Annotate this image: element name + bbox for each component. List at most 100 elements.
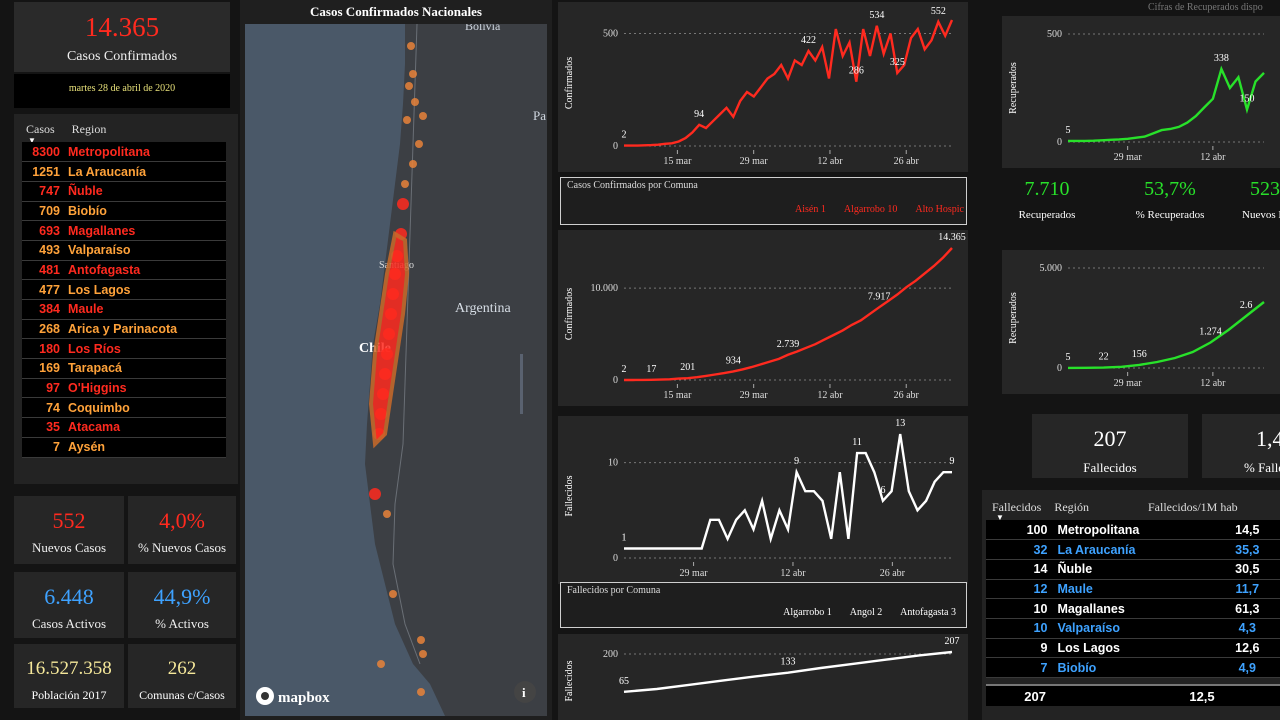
kpi-label: % Nuevos Casos: [137, 540, 227, 555]
kpi-label: Nuevos Rec: [1242, 209, 1280, 221]
recuperados-header: Cifras de Recuperados dispo: [1148, 2, 1263, 13]
region-cell: Ñuble: [1053, 559, 1205, 580]
data-label: 534: [869, 10, 884, 21]
sort-arrow-icon[interactable]: ▼: [28, 136, 36, 145]
table-row[interactable]: 747 Ñuble: [22, 181, 226, 202]
series-line: [623, 650, 953, 693]
table-row[interactable]: 9 Los Lagos 12,6: [986, 638, 1280, 659]
y-axis-label: Confirmados: [564, 57, 575, 109]
table-row[interactable]: 7 Biobío 4,9: [986, 657, 1280, 678]
col-region-header[interactable]: Region: [71, 122, 107, 136]
data-label: 2: [622, 364, 627, 375]
casos-cell: 169: [22, 358, 64, 379]
data-label: 422: [801, 35, 816, 46]
data-label: 325: [890, 57, 905, 68]
table-row[interactable]: 35 Atacama: [22, 417, 226, 438]
comuna-item[interactable]: Aisén 1: [795, 204, 826, 215]
comuna-item[interactable]: Algarrobo 1: [783, 607, 832, 618]
confirmed-value: 14.365: [84, 12, 160, 42]
data-label: 94: [694, 109, 704, 120]
table-row[interactable]: 493 Valparaíso: [22, 240, 226, 261]
case-marker: [409, 160, 417, 168]
table-row[interactable]: 10 Magallanes 61,3: [986, 598, 1280, 619]
info-icon-glyph: i: [522, 685, 526, 700]
deaths-table-header: Fallecidos Región Fallecidos/1M hab: [992, 500, 1238, 515]
comuna-deaths-items: Algarrobo 1 Angol 2 Antofagasta 3: [783, 607, 956, 618]
casos-cell: 35: [22, 417, 64, 438]
table-row[interactable]: 10 Valparaíso 4,3: [986, 618, 1280, 639]
kpi-label: Fallecidos: [1083, 460, 1137, 475]
col-casos-header[interactable]: Casos: [26, 122, 55, 136]
date-text: martes 28 de abril de 2020: [68, 83, 176, 94]
col-rate-header[interactable]: Fallecidos/1M hab: [1148, 500, 1238, 514]
comuna-item[interactable]: Angol 2: [849, 607, 883, 618]
data-label: 1: [622, 532, 627, 543]
recovered-kpis: 7.710 Recuperados 53,7% % Recuperados 52…: [1002, 178, 1280, 238]
y-tick-label: 10: [608, 458, 618, 469]
casos-cell: 97: [22, 378, 64, 399]
table-row[interactable]: 7 Aysén: [22, 437, 226, 458]
deaths-cell: 9: [986, 638, 1054, 659]
table-row[interactable]: 384 Maule: [22, 299, 226, 320]
kpi-pct-fallecidos: 1,4 % Falle: [1202, 414, 1280, 478]
deaths-total-row: 207 12,5: [986, 684, 1280, 706]
table-row[interactable]: 268 Arica y Parinacota: [22, 319, 226, 340]
comuna-item[interactable]: Algarrobo 10: [843, 204, 898, 215]
comuna-confirmed-box[interactable]: Casos Confirmados por Comuna Aisén 1 Alg…: [560, 177, 967, 225]
region-cell: La Araucanía: [64, 161, 226, 182]
table-row[interactable]: 32 La Araucanía 35,3: [986, 539, 1280, 560]
case-marker: [409, 70, 417, 78]
comuna-item[interactable]: Antofagasta 3: [900, 607, 956, 618]
table-row[interactable]: 709 Biobío: [22, 201, 226, 222]
info-icon[interactable]: [514, 681, 536, 703]
table-row[interactable]: 74 Coquimbo: [22, 397, 226, 419]
chart-cum-deaths-panel: Fallecidos 200 65 133 207: [558, 634, 968, 720]
map-info-button[interactable]: i: [514, 681, 536, 703]
chart-daily-deaths: Fallecidos 0 10 29 mar 12 abr 26 abr 1 9 11 6 13 9: [564, 418, 955, 579]
table-row[interactable]: 1251 La Araucanía: [22, 161, 226, 182]
region-cell: Magallanes: [64, 220, 226, 241]
table-row[interactable]: 481 Antofagasta: [22, 260, 226, 281]
col-fall-header[interactable]: Fallecidos: [992, 500, 1042, 514]
kpi-label: % Recuperados: [1135, 209, 1205, 221]
y-tick-label: 0: [1057, 363, 1062, 374]
comuna-item[interactable]: Alto Hospic: [915, 204, 964, 215]
data-label: 14.365: [938, 232, 966, 243]
table-row[interactable]: 97 O'Higgins: [22, 378, 226, 399]
table-row[interactable]: 8300 Metropolitana: [22, 142, 226, 163]
map-land: [365, 24, 547, 716]
x-tick-label: 15 mar: [663, 390, 692, 401]
case-density-blob: [368, 230, 410, 449]
chart-cum-confirmed-panel: Confirmados 0 10.000 15 mar 29 mar 12 abr 26 a…: [558, 230, 968, 406]
region-cell: Ñuble: [64, 181, 226, 202]
table-row[interactable]: 14 Ñuble 30,5: [986, 559, 1280, 580]
table-row[interactable]: 12 Maule 11,7: [986, 579, 1280, 600]
kpi-label: Comunas c/Casos: [139, 688, 225, 702]
region-cell: Metropolitana: [1053, 520, 1205, 541]
table-row[interactable]: 477 Los Lagos: [22, 279, 226, 300]
sort-arrow-icon[interactable]: ▼: [996, 513, 1004, 522]
table-row[interactable]: 169 Tarapacá: [22, 358, 226, 379]
comuna-deaths-box[interactable]: Fallecidos por Comuna Algarrobo 1 Angol …: [560, 582, 967, 628]
data-label: 7.917: [868, 291, 891, 302]
y-tick-label: 500: [603, 29, 618, 40]
data-label: 65: [619, 676, 629, 687]
y-tick-label: 0: [613, 553, 618, 564]
table-row[interactable]: 693 Magallanes: [22, 220, 226, 241]
series-line: [1067, 301, 1265, 370]
case-density-layer: [368, 42, 427, 696]
kpi-label: Recuperados: [1018, 209, 1076, 221]
data-label: 17: [646, 364, 656, 375]
table-row[interactable]: 100 Metropolitana 14,5: [986, 520, 1280, 541]
table-row[interactable]: 180 Los Ríos: [22, 338, 226, 360]
map-canvas[interactable]: Bolivia Pa Argentina Chile Santiago mapb…: [245, 24, 547, 716]
kpi-value: 6.448: [44, 584, 94, 609]
col-region-header[interactable]: Región: [1054, 500, 1089, 514]
map-label-pa: Pa: [533, 108, 546, 123]
mapbox-logo[interactable]: mapbox: [256, 687, 330, 706]
casos-cell: 180: [22, 338, 64, 360]
region-cell: Los Ríos: [64, 338, 226, 360]
y-axis-label: Fallecidos: [564, 660, 575, 701]
data-label: 22: [1099, 352, 1109, 363]
casos-cell: 747: [22, 181, 64, 202]
